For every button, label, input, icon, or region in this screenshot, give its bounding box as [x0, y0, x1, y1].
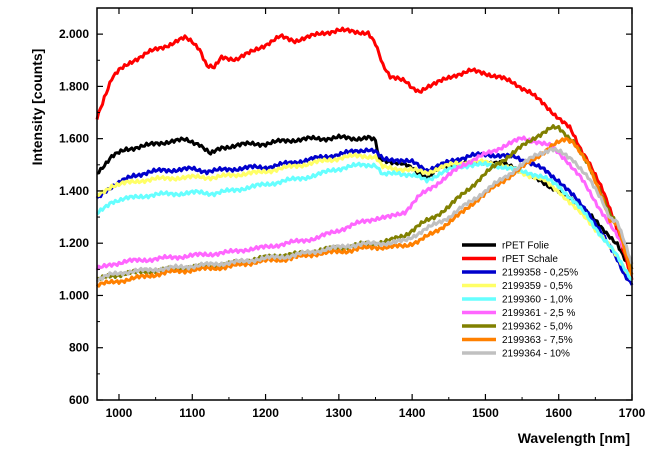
y-tick-label: 600 [69, 393, 89, 407]
legend: rPET Folie rPET Schale 2199358 - 0,25% 2199… [462, 241, 578, 360]
legend-label: 2199364 - 10% [502, 349, 570, 360]
legend-label: 2199363 - 7,5% [502, 335, 573, 346]
legend-label: 2199361 - 2,5 % [502, 308, 575, 319]
x-tick-label: 1000 [106, 406, 133, 420]
y-tick-label: 1.600 [59, 132, 89, 146]
y-axis: 600 800 1.000 1.200 1.400 1.600 1.800 2.000 [59, 27, 632, 407]
y-axis-title: Intensity [counts] [29, 49, 45, 166]
legend-label: rPET Schale [502, 254, 558, 265]
y-tick-label: 2.000 [59, 27, 89, 41]
series-line-3 [95, 147, 634, 286]
y-tick-label: 1.000 [59, 288, 89, 302]
x-axis-title: Wavelength [nm] [518, 430, 630, 446]
x-tick-label: 1500 [472, 406, 499, 420]
series-line-9 [95, 146, 634, 283]
series-line-2 [95, 26, 634, 281]
series-line-6 [95, 135, 634, 271]
legend-label: rPET Folie [502, 241, 549, 252]
legend-label: 2199360 - 1,0% [502, 295, 573, 306]
series-line-5 [96, 160, 633, 281]
series-layer [95, 26, 634, 288]
x-tick-label: 1600 [545, 406, 572, 420]
x-tick-label: 1200 [252, 406, 279, 420]
series-line-1 [96, 133, 634, 276]
plot-frame [96, 7, 633, 401]
x-tick-label: 1100 [179, 406, 205, 420]
legend-label: 2199359 - 0,5% [502, 281, 573, 292]
x-tick-label: 1700 [619, 406, 646, 420]
y-tick-label: 1.400 [59, 184, 89, 198]
y-tick-label: 800 [69, 341, 89, 355]
y-tick-label: 1.800 [59, 79, 89, 93]
legend-label: 2199358 - 0,25% [502, 268, 578, 279]
x-tick-label: 1300 [325, 406, 352, 420]
y-tick-label: 1.200 [59, 236, 89, 250]
legend-label: 2199362 - 5,0% [502, 322, 573, 333]
x-tick-label: 1400 [399, 406, 426, 420]
x-axis: 1000 1100 1200 1300 1400 1500 1600 1700 [106, 8, 646, 420]
